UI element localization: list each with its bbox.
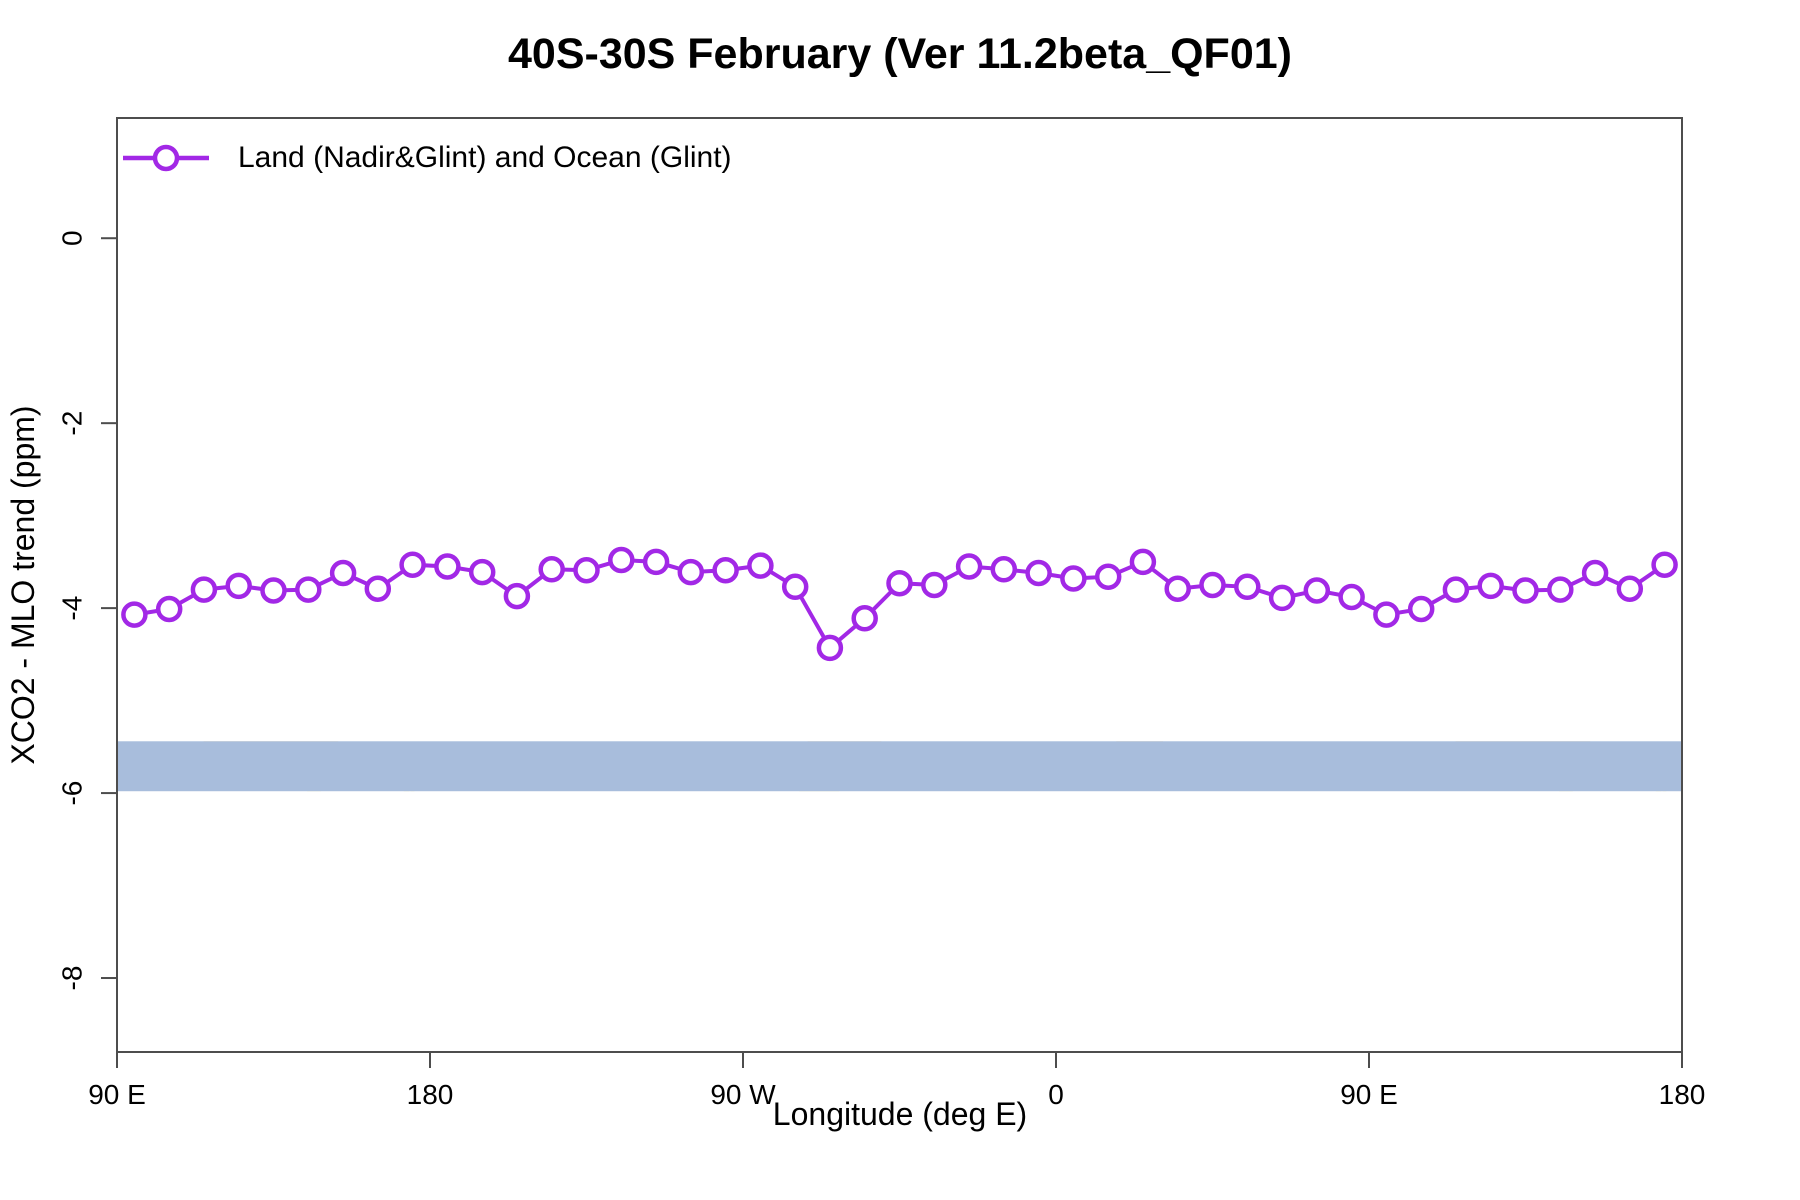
data-point bbox=[886, 569, 913, 597]
data-point bbox=[747, 552, 774, 579]
data-point bbox=[538, 556, 565, 583]
data-point bbox=[677, 558, 705, 586]
map-band-ocean bbox=[117, 741, 1682, 792]
data-point bbox=[573, 556, 600, 584]
data-point bbox=[295, 576, 322, 603]
plot-border bbox=[116, 117, 1683, 1053]
data-point bbox=[642, 548, 670, 576]
x-tick-label: 90 E bbox=[88, 1079, 146, 1110]
data-point bbox=[990, 556, 1018, 583]
data-point bbox=[816, 634, 844, 662]
y-tick-label: -2 bbox=[57, 411, 88, 436]
data-point bbox=[1651, 551, 1678, 578]
data-point bbox=[1164, 575, 1191, 602]
chart-title: 40S-30S February (Ver 11.2beta_QF01) bbox=[508, 30, 1292, 78]
y-tick-label: -8 bbox=[57, 966, 88, 991]
data-point bbox=[1547, 576, 1574, 603]
x-tick-label: 180 bbox=[1659, 1079, 1706, 1110]
legend: Land (Nadir&Glint) and Ocean (Glint) bbox=[120, 136, 732, 180]
data-point bbox=[121, 601, 148, 628]
data-point bbox=[1060, 565, 1087, 592]
data-point bbox=[329, 559, 357, 587]
data-point bbox=[1268, 584, 1296, 612]
x-axis-title: Longitude (deg E) bbox=[772, 1096, 1028, 1132]
y-tick-label: -4 bbox=[57, 596, 88, 621]
legend-series-marker-icon bbox=[123, 144, 209, 172]
x-tick-label: 0 bbox=[1048, 1079, 1064, 1110]
data-point bbox=[1512, 577, 1539, 604]
data-point bbox=[921, 571, 948, 599]
data-point bbox=[1407, 595, 1435, 623]
data-point bbox=[364, 575, 392, 602]
data-point bbox=[1303, 577, 1331, 604]
data-point bbox=[155, 595, 183, 623]
data-point bbox=[434, 553, 461, 580]
data-point bbox=[503, 582, 531, 610]
data-point bbox=[1477, 572, 1504, 600]
y-tick-label: -6 bbox=[57, 781, 88, 806]
x-tick-label: 180 bbox=[407, 1079, 454, 1110]
data-point bbox=[955, 553, 983, 580]
data-point bbox=[260, 577, 287, 604]
x-tick-label: 90 E bbox=[1340, 1079, 1398, 1110]
data-point bbox=[1373, 601, 1400, 628]
series-0 bbox=[121, 546, 1678, 662]
axis-tick-labels: 90 E 180 90 W 0 90 E 180 0 -2 -4 -6 -8 bbox=[57, 230, 1706, 1110]
data-point bbox=[712, 556, 739, 584]
data-point bbox=[1338, 583, 1365, 611]
legend-label: Land (Nadir&Glint) and Ocean (Glint) bbox=[238, 141, 732, 174]
data-point bbox=[1129, 548, 1157, 576]
data-point bbox=[468, 558, 496, 586]
data-point bbox=[851, 605, 878, 632]
data-point bbox=[1199, 571, 1226, 599]
data-point bbox=[1025, 559, 1052, 587]
data-point bbox=[781, 573, 809, 601]
data-point bbox=[190, 576, 218, 603]
data-point bbox=[1581, 559, 1609, 587]
data-point bbox=[1442, 576, 1470, 603]
x-tick-label: 90 W bbox=[710, 1079, 776, 1110]
data-point bbox=[608, 546, 635, 574]
data-point bbox=[1616, 575, 1644, 602]
data-point bbox=[399, 551, 426, 578]
data-point bbox=[1234, 573, 1261, 601]
axis-ticks bbox=[101, 237, 1683, 1068]
data-point bbox=[1094, 563, 1122, 590]
y-tick-label: 0 bbox=[57, 230, 88, 246]
data-point bbox=[225, 572, 252, 600]
